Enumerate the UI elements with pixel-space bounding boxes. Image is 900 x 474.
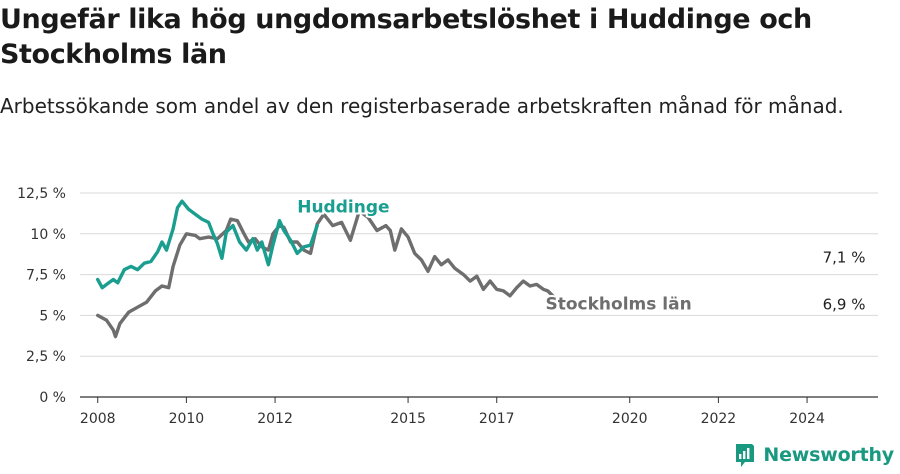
brand-logo[interactable]: Newsworthy <box>734 442 894 468</box>
x-tick-label: 2010 <box>169 411 205 427</box>
y-tick-label: 10 % <box>30 227 66 243</box>
series-label: Huddinge <box>297 198 389 218</box>
series-line-stockholms-l-n <box>96 209 557 339</box>
x-tick-label: 2012 <box>257 411 293 427</box>
y-tick-label: 12,5 % <box>17 186 66 202</box>
newsworthy-logo-icon <box>736 444 755 467</box>
chart-subtitle: Arbetssökande som andel av den registerb… <box>0 94 844 118</box>
series-label: Stockholms län <box>546 295 692 315</box>
brand-name: Newsworthy <box>763 444 894 466</box>
x-tick-label: 2024 <box>789 411 825 427</box>
x-tick-label: 2017 <box>479 411 515 427</box>
end-value-label: 6,9 % <box>823 296 866 314</box>
x-tick-label: 2008 <box>80 411 116 427</box>
chart-title: Ungefär lika hög ungdomsarbetslöshet i H… <box>0 4 812 70</box>
y-tick-label: 0 % <box>39 390 66 406</box>
x-tick-label: 2015 <box>390 411 426 427</box>
series-line-huddinge <box>96 199 319 290</box>
end-value-label: 7,1 % <box>823 248 866 266</box>
x-tick-label: 2020 <box>612 411 648 427</box>
y-tick-label: 2,5 % <box>26 349 66 365</box>
y-tick-label: 5 % <box>39 308 66 324</box>
x-tick-label: 2022 <box>701 411 737 427</box>
y-tick-label: 7,5 % <box>26 268 66 284</box>
